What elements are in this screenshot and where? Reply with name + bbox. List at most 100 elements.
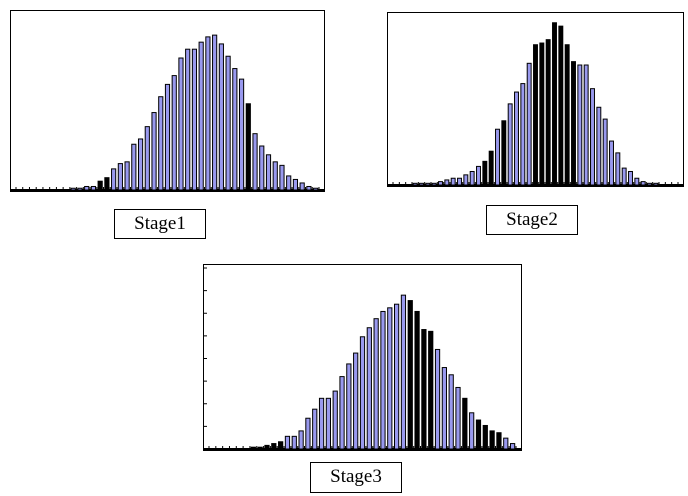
stage3-chart (203, 264, 522, 451)
bar (475, 419, 482, 450)
bar (271, 443, 277, 450)
bar (259, 145, 265, 191)
bar (84, 185, 90, 191)
bar (97, 180, 103, 191)
bar (171, 75, 177, 191)
bar (596, 106, 602, 186)
plot-frame (10, 10, 325, 192)
bar (245, 103, 251, 191)
bar (634, 177, 640, 186)
bar (647, 182, 652, 186)
bar (571, 61, 576, 186)
bar (421, 329, 427, 450)
bar (514, 91, 519, 186)
bar (131, 143, 137, 191)
bar (503, 437, 509, 450)
stage1-chart (10, 10, 325, 192)
bar (507, 103, 513, 186)
bar (185, 48, 191, 191)
bar (292, 178, 299, 191)
bar (158, 96, 164, 191)
bar (412, 182, 418, 186)
bar (359, 336, 366, 450)
bar (577, 64, 583, 186)
bar (414, 310, 420, 450)
bar (462, 397, 468, 450)
bar (366, 327, 372, 450)
bar (250, 446, 256, 450)
bar (265, 154, 272, 191)
bar (583, 64, 589, 186)
bar (137, 138, 144, 191)
bar (628, 170, 633, 186)
bar (393, 303, 400, 450)
bar (400, 294, 407, 450)
bar (117, 163, 123, 191)
bar (438, 181, 443, 186)
bar (489, 430, 495, 450)
bar (124, 161, 130, 191)
stage2-chart (387, 12, 684, 187)
bar (615, 152, 621, 186)
bar (496, 432, 502, 450)
stage2-label: Stage2 (486, 205, 578, 235)
bar (448, 374, 454, 450)
bar (232, 68, 238, 191)
stage3-panel (203, 264, 522, 451)
bar (431, 182, 437, 186)
bar (264, 444, 270, 450)
bar (533, 44, 538, 186)
bar (257, 446, 263, 450)
bar (144, 126, 150, 191)
bar (488, 150, 494, 186)
bar (428, 330, 434, 450)
bar (450, 177, 456, 186)
bar (305, 417, 311, 450)
bar (299, 182, 305, 191)
bar (640, 181, 646, 186)
bar (539, 42, 545, 186)
bar (469, 412, 475, 450)
bar (284, 435, 291, 450)
bar (298, 430, 304, 450)
stage1-label: Stage1 (114, 209, 206, 239)
bar (501, 120, 507, 186)
bar (318, 397, 325, 450)
stage2-panel (387, 12, 684, 187)
bar (590, 88, 595, 186)
bar (332, 390, 338, 450)
bar (520, 83, 526, 186)
bar (252, 133, 258, 191)
bar (545, 39, 551, 186)
bar (238, 78, 245, 191)
bar (339, 376, 345, 450)
bar (373, 318, 379, 450)
bar (653, 182, 659, 186)
bar (346, 363, 352, 450)
bar (191, 48, 198, 191)
bar (602, 118, 608, 186)
bar (387, 307, 393, 450)
bar (312, 408, 318, 450)
bar (225, 55, 231, 191)
bar (526, 62, 532, 186)
bar (419, 182, 424, 186)
plot-frame (203, 264, 522, 451)
bar (272, 161, 278, 191)
bar (164, 83, 171, 191)
bar (621, 167, 627, 186)
bar (552, 22, 557, 186)
bar (455, 386, 461, 450)
bar (482, 160, 488, 186)
bar (558, 25, 564, 186)
bar (444, 179, 450, 186)
bar (407, 300, 413, 450)
bar (434, 348, 441, 450)
bar (286, 175, 292, 191)
bar (441, 367, 447, 450)
bar (380, 310, 386, 450)
bar (198, 41, 204, 191)
bar (218, 43, 224, 191)
bar (212, 34, 218, 191)
bar (205, 36, 211, 191)
